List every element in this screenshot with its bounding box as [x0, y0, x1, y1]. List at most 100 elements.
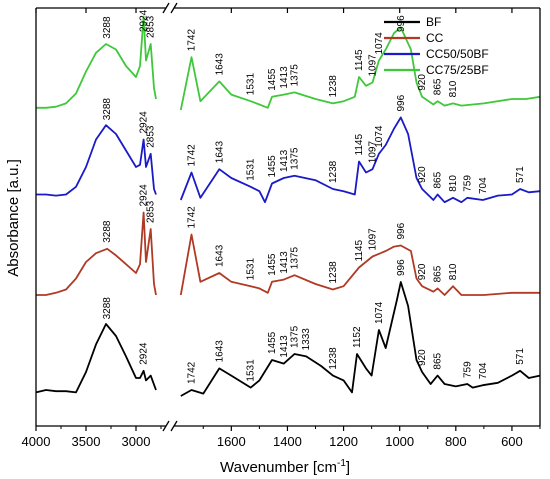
peak-label: 810: [448, 263, 459, 280]
peak-label: 920: [417, 263, 428, 280]
peak-label: 1455: [267, 68, 278, 91]
x-tick-label: 600: [501, 434, 523, 449]
peak-label: 1413: [279, 149, 290, 172]
peak-label: 865: [433, 171, 444, 188]
peak-label: 2853: [146, 15, 157, 38]
peak-label: 1375: [290, 64, 301, 87]
peak-label: 1643: [214, 340, 225, 363]
peak-label: 1238: [328, 160, 339, 183]
x-tick-label: 1200: [329, 434, 358, 449]
series-line-CC50-50BF-right: [179, 116, 541, 204]
peak-label: 759: [462, 175, 473, 192]
peak-label: 1643: [214, 53, 225, 76]
peak-label: 2924: [139, 111, 150, 134]
peak-label: 1531: [246, 258, 257, 281]
axis-break-mark: [162, 2, 170, 14]
peak-label: 2924: [139, 9, 150, 32]
series-layer: [35, 15, 541, 397]
peak-label: 571: [515, 348, 526, 365]
peak-label: 1375: [290, 147, 301, 170]
peak-label: 1531: [246, 158, 257, 181]
peak-label: 996: [396, 222, 407, 239]
peak-label: 1742: [187, 361, 198, 384]
peak-label: 1455: [267, 331, 278, 354]
peak-label: 1455: [267, 253, 278, 276]
peak-label: 920: [417, 166, 428, 183]
peak-label: 571: [515, 166, 526, 183]
x-tick-label: 1400: [273, 434, 302, 449]
peak-label: 1152: [352, 326, 363, 348]
peak-label: 1375: [290, 325, 301, 348]
x-tick-label: 1600: [217, 434, 246, 449]
x-tick-label: 1000: [385, 434, 414, 449]
x-tick-label: 800: [445, 434, 467, 449]
peak-label: 1413: [279, 335, 290, 358]
peak-label: 2924: [139, 342, 150, 365]
peak-label: 996: [396, 259, 407, 276]
legend-label: CC75/25BF: [426, 63, 489, 77]
x-tick-label: 4000: [22, 434, 51, 449]
peak-label: 920: [417, 74, 428, 91]
series-line-CC50-50BF-left: [36, 124, 157, 197]
plot-frame: [35, 2, 541, 432]
peak-label: 1643: [214, 244, 225, 267]
legend-label: CC: [426, 31, 444, 45]
legend-label: BF: [426, 15, 441, 29]
peak-label: 920: [417, 349, 428, 366]
peak-label: 865: [433, 265, 444, 282]
peak-label: 1375: [290, 247, 301, 270]
peak-label: 3288: [102, 16, 113, 39]
series-line-BF-left: [35, 323, 157, 394]
peak-label: 1097: [368, 228, 379, 251]
peak-label: 1531: [246, 359, 257, 382]
peak-label: 1238: [328, 75, 339, 98]
peak-label: 1145: [354, 240, 365, 262]
peak-label: 1742: [187, 29, 198, 52]
axis-break-mark: [162, 420, 170, 432]
peak-label: 1145: [354, 49, 365, 71]
peak-label: 1238: [328, 261, 339, 284]
peak-label: 1097: [368, 141, 379, 164]
peak-label: 1413: [279, 251, 290, 274]
legend: BF CC CC50/50BF CC75/25BF: [384, 15, 489, 77]
peak-label: 865: [433, 78, 444, 95]
peak-label: 704: [478, 177, 489, 194]
peak-label: 810: [448, 175, 459, 192]
series-line-CC75-25BF-right: [179, 26, 541, 111]
peak-label: 3288: [102, 297, 113, 320]
x-tick-layer: 4000 3500 3000 1600 1400 1200 1000 800 600: [22, 8, 541, 449]
axis-break-mark: [170, 420, 178, 432]
peak-label: 996: [396, 94, 407, 111]
peak-label: 1455: [267, 155, 278, 178]
x-tick-label: 3000: [122, 434, 151, 449]
x-tick-label: 3500: [72, 434, 101, 449]
peak-label: 1145: [354, 134, 365, 156]
peak-label: 1238: [328, 347, 339, 370]
peak-label: 1074: [374, 125, 385, 148]
axis-break-mark: [170, 2, 178, 14]
peak-label: 1074: [374, 32, 385, 55]
peak-label: 1531: [246, 73, 257, 96]
series-line-CC-right: [179, 233, 540, 296]
peak-label: 1074: [374, 301, 385, 324]
series-line-CC75-25BF-left: [36, 15, 157, 109]
peak-label: 759: [462, 361, 473, 378]
peak-label: 1643: [214, 141, 225, 164]
series-line-BF-right: [180, 281, 541, 397]
peak-label: 1742: [187, 144, 198, 167]
peak-label: 2853: [146, 125, 157, 148]
peak-label: 1413: [279, 66, 290, 89]
peak-label: 3288: [102, 220, 113, 243]
x-axis-title: Wavenumber [cm-1]: [220, 458, 350, 476]
peak-label: 1097: [368, 54, 379, 77]
legend-label: CC50/50BF: [426, 47, 489, 61]
peak-label: 865: [433, 352, 444, 369]
peak-label: 1742: [187, 206, 198, 229]
peak-label: 2924: [139, 184, 150, 207]
peak-label: 996: [396, 15, 407, 32]
series-line-CC-left: [36, 211, 157, 296]
peak-label: 810: [448, 80, 459, 97]
